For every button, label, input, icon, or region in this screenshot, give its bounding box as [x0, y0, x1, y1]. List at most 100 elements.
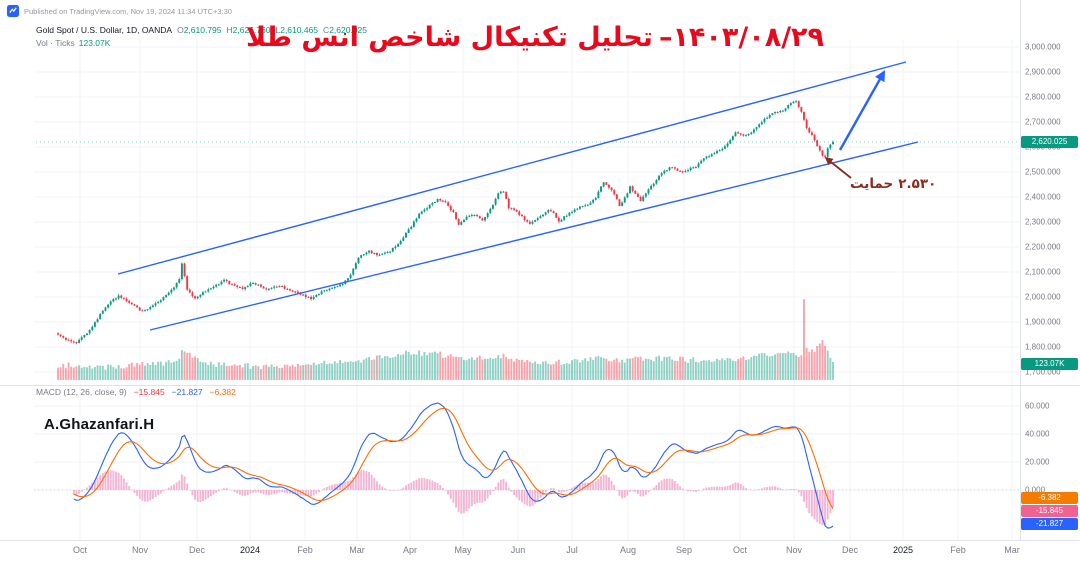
candle-body — [405, 232, 407, 238]
macd-histogram-bar — [125, 482, 128, 490]
candle-body — [328, 288, 331, 291]
macd-signal-line — [73, 407, 834, 509]
candle-body — [267, 288, 270, 290]
macd-legend[interactable]: MACD (12, 26, close, 9) −15.845 −21.827 −6.… — [36, 387, 236, 397]
symbol-legend[interactable]: Gold Spot / U.S. Dollar, 1D, OANDA O2,610… — [36, 25, 367, 35]
macd-histogram-bar — [639, 490, 642, 497]
macd-histogram-bar — [228, 489, 231, 490]
macd-histogram-bar — [563, 490, 566, 492]
macd-histogram-bar — [315, 490, 318, 494]
support-annotation[interactable]: حمایت ۲.۵۳۰ — [850, 176, 936, 192]
candle-body — [747, 133, 750, 136]
volume-bar — [354, 361, 357, 380]
volume-bar — [286, 364, 289, 380]
candle-body — [531, 221, 534, 224]
macd-histogram-bar — [513, 490, 515, 495]
candle-body — [109, 301, 112, 305]
candle-body — [470, 215, 473, 216]
candle-body — [394, 246, 397, 248]
macd-histogram-bar — [600, 476, 602, 490]
price-scale[interactable]: 3,000.0002,900.0002,800.0002,700.0002,60… — [1025, 43, 1061, 495]
candle-body — [449, 205, 452, 211]
macd-histogram-bar — [252, 490, 255, 493]
volume-bar — [349, 361, 352, 380]
candle-body — [347, 278, 349, 281]
macd-histogram-bar — [581, 483, 584, 490]
candle-body — [104, 307, 107, 311]
macd-histogram-bar — [341, 482, 344, 490]
candle-body — [536, 218, 539, 221]
macd-histogram-bar — [718, 486, 721, 490]
macd-histogram-bar — [832, 490, 834, 508]
candle-body — [447, 202, 450, 206]
support-arrow[interactable] — [824, 156, 852, 179]
ohlc-values: O2,610.795 H2,626.760 L2,610.465 C2,620.025 — [172, 25, 367, 35]
volume-bar — [304, 364, 307, 380]
candle-body — [473, 215, 476, 216]
ohlc-value: 2,610.795 — [183, 25, 222, 35]
volume-bar — [191, 357, 194, 380]
volume-bar — [136, 363, 139, 380]
candle-body — [795, 101, 798, 103]
macd-histogram-bar — [107, 470, 110, 490]
candle-body — [304, 294, 307, 298]
macd-histogram-bar — [391, 490, 394, 491]
macd-histogram-bar — [452, 490, 455, 503]
candle-body — [138, 307, 141, 311]
volume-bar — [252, 366, 255, 380]
candle-body — [573, 209, 576, 212]
volume-bar — [391, 357, 394, 380]
macd-histogram-bar — [383, 488, 386, 490]
volume-bar — [154, 364, 157, 380]
channel-lower-line[interactable] — [149, 141, 919, 331]
volume-bar — [573, 359, 576, 380]
volume-bar — [734, 361, 737, 380]
volume-bar — [146, 363, 149, 380]
volume-bar — [312, 362, 315, 380]
volume-bar — [526, 360, 529, 380]
candle-body — [723, 146, 726, 149]
candle-body — [766, 117, 769, 119]
volume-bar — [642, 360, 645, 380]
candle-body — [708, 156, 711, 158]
volume-bar — [821, 340, 824, 380]
candle-body — [721, 148, 724, 151]
macd-histogram-bar — [687, 490, 689, 492]
macd-histogram-bar — [673, 481, 676, 490]
volume-bar — [655, 356, 658, 380]
macd-histogram-bar — [663, 479, 666, 490]
channel-upper-line[interactable] — [117, 61, 907, 275]
macd-histogram-bar — [265, 490, 268, 495]
projection-arrow[interactable] — [838, 70, 886, 151]
time-tick-label: Jul — [566, 545, 578, 555]
macd-histogram-bar — [175, 482, 178, 490]
volume-bar — [829, 357, 832, 380]
macd-histogram-bar — [787, 489, 790, 490]
volume-bar — [787, 351, 790, 380]
candle-body — [170, 289, 173, 293]
candle-body — [441, 200, 444, 202]
macd-value: −15.845 — [133, 387, 165, 397]
volume-legend[interactable]: Vol · Ticks 123.07K — [36, 38, 110, 48]
macd-histogram-bar — [304, 490, 307, 496]
volume-bar — [180, 350, 183, 380]
volume-bar — [629, 358, 631, 380]
candle-body — [336, 286, 339, 288]
volume-bar — [62, 363, 65, 380]
candle-body — [776, 112, 779, 114]
macd-line — [73, 402, 834, 529]
candle-body — [671, 167, 674, 169]
candle-body — [431, 203, 434, 205]
volume-bar — [357, 360, 360, 380]
macd-histogram-bar — [655, 485, 658, 490]
macd-histogram-bar — [75, 490, 78, 495]
volume-bar — [808, 351, 811, 380]
volume-bar — [613, 359, 616, 380]
volume-bar — [694, 361, 697, 380]
tradingview-logo-icon[interactable] — [7, 5, 19, 17]
time-tick-label: Nov — [132, 545, 149, 555]
candle-body — [586, 204, 589, 206]
time-scale[interactable]: Oct Nov Dec 2024 Feb Mar Apr May Jun Jul Aug Sep Oct… — [73, 545, 1020, 555]
macd-histogram-bar — [502, 478, 505, 490]
